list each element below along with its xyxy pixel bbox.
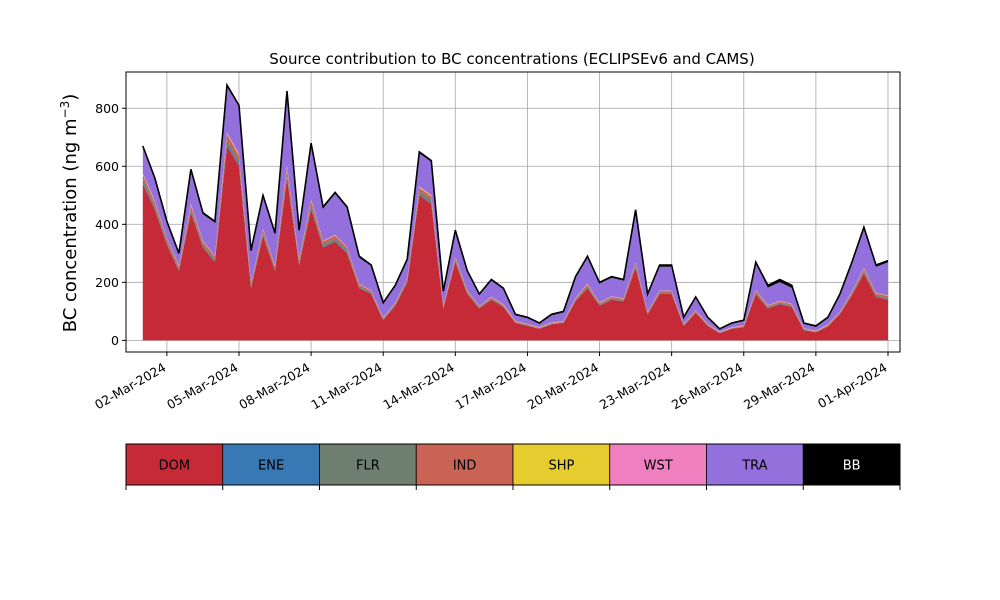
legend-label-flr: FLR [356, 459, 380, 474]
chart-title: Source contribution to BC concentrations… [269, 50, 754, 68]
total-line-group [142, 82, 889, 330]
legend-swatch-dom [125, 443, 224, 486]
y-axis-label-main: BC concentration (ng m [60, 118, 81, 332]
legend-frame [125, 443, 901, 486]
stacked-areas [142, 85, 889, 341]
y-tick-label-4: 800 [95, 101, 119, 116]
legend-swatch-tra [706, 443, 804, 486]
y-tick-label-1: 200 [95, 275, 119, 290]
y-axis-label-sup: −3 [58, 101, 72, 119]
grid [126, 72, 900, 352]
y-axis-label-end: ) [60, 94, 81, 101]
plot-frame [125, 71, 901, 353]
area-dom [142, 146, 889, 341]
legend-label-shp: SHP [548, 459, 574, 474]
y-tick-label-0: 0 [111, 333, 119, 348]
legend-label-wst: WST [644, 459, 673, 474]
y-axis-label: BC concentration (ng m−3) [58, 94, 81, 333]
legend-swatch-shp [512, 443, 611, 486]
y-tick-label-3: 600 [95, 159, 119, 174]
y-axis: 0 200 400 600 800 [95, 101, 126, 348]
y-tick-label-2: 400 [95, 217, 119, 232]
legend-swatch-flr [319, 443, 417, 486]
legend-label-dom: DOM [159, 459, 190, 474]
total-line [142, 82, 889, 330]
legend-swatch-ene [222, 443, 320, 486]
legend-label-bb: BB [843, 459, 861, 474]
legend-label-ene: ENE [258, 459, 284, 474]
legend-label-ind: IND [453, 459, 477, 474]
legend-label-tra: TRA [741, 459, 767, 474]
legend-swatch-bb [802, 443, 901, 486]
legend: DOM ENE FLR IND SHP WST TRA BB [125, 443, 901, 490]
